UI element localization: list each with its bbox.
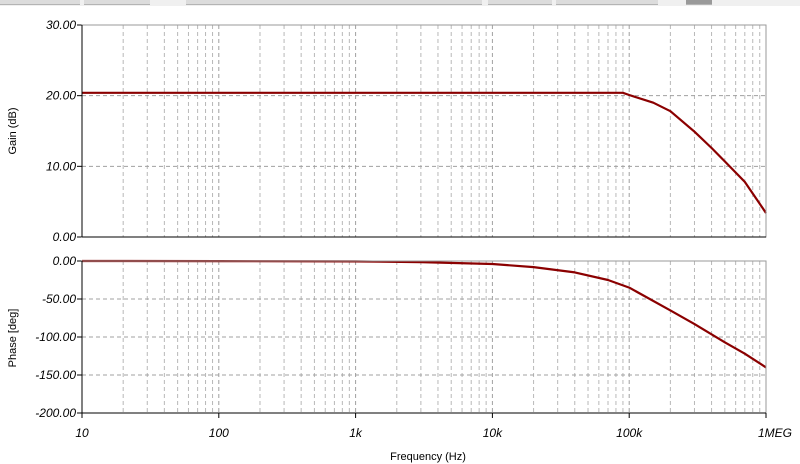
y-tick-label: 0.00: [53, 230, 77, 244]
gain-axis-title: Gain (dB): [7, 107, 19, 154]
y-tick-label: -200.00: [35, 406, 76, 420]
x-tick-label: 100: [209, 426, 229, 440]
x-tick-label: 1MEG: [758, 426, 792, 440]
x-tick-label: 10: [75, 426, 89, 440]
phase-plot: 0.00 -50.00 -100.00 -150.00 -200.00 10 100 1k 10…: [35, 254, 792, 440]
y-tick-label: 10.00: [46, 159, 76, 173]
x-tick-label: 10k: [483, 426, 503, 440]
gain-plot: 30.00 20.00 10.00 0.00: [45, 18, 767, 244]
y-tick-label: 0.00: [53, 254, 77, 268]
y-tick-label: -50.00: [42, 292, 76, 306]
y-tick-label: -100.00: [35, 330, 76, 344]
toolbar-strip: [0, 0, 800, 6]
plot-area: [82, 25, 766, 237]
x-tick-label: 100k: [616, 426, 643, 440]
series-line: [82, 91, 767, 214]
y-tick-label: -150.00: [35, 368, 76, 382]
y-tick-label: 30.00: [46, 18, 76, 32]
frequency-axis-title: Frequency (Hz): [390, 451, 466, 463]
x-tick-label: 1k: [349, 426, 363, 440]
series-line: [81, 259, 767, 369]
y-tick-label: 20.00: [45, 89, 76, 103]
phase-axis-title: Phase [deg]: [7, 309, 19, 368]
